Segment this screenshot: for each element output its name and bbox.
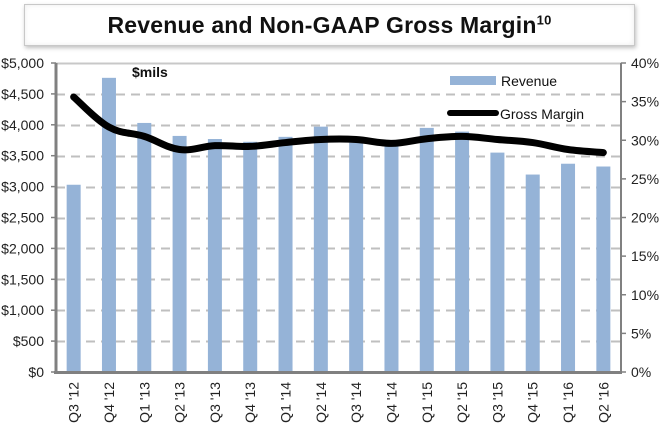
x-tick-label: Q1 '14	[278, 382, 294, 423]
legend-gross-margin-label: Gross Margin	[500, 106, 584, 122]
x-tick-label: Q3 '15	[489, 382, 505, 423]
y-left-tick-labels: $0 $500 $1,000 $1,500 $2,000 $2,500 $3,000 $3,5…	[1, 55, 44, 380]
x-tick-label: Q2 '14	[313, 382, 329, 423]
y-right-tick-label: 20%	[631, 210, 659, 226]
y-right-tick-label: 15%	[631, 248, 659, 264]
x-tick-label: Q3 '14	[348, 382, 364, 423]
y-left-tick-label: $5,000	[1, 55, 44, 71]
revenue-bar	[137, 122, 152, 372]
revenue-bar	[278, 136, 293, 372]
gross-margin-line	[70, 93, 607, 157]
revenue-bar	[207, 139, 222, 372]
y-right-tick-label: 25%	[631, 171, 659, 187]
axes	[51, 62, 626, 374]
y-right-tick-label: 35%	[631, 94, 659, 110]
chart-title-text: Revenue and Non-GAAP Gross Margin	[107, 11, 537, 38]
footnote-marker: 10	[536, 11, 552, 27]
y-left-tick-label: $0	[28, 364, 44, 380]
y-left-tick-label: $500	[13, 333, 44, 349]
x-tick-labels: Q3 '12 Q4 '12 Q1 '13 Q2 '13 Q3 '13 Q4 '13 Q1 '…	[66, 382, 612, 423]
revenue-bar	[596, 166, 611, 372]
y-left-tick-label: $3,000	[1, 179, 44, 195]
x-tick-label: Q3 '13	[207, 382, 223, 423]
legend: Revenue Gross Margin	[447, 73, 584, 122]
chart-title: Revenue and Non-GAAP Gross Margin10	[107, 12, 551, 39]
revenue-bar	[243, 141, 258, 372]
revenue-bar	[455, 131, 470, 372]
x-tick-label: Q4 '15	[525, 382, 541, 423]
x-tick-label: Q2 '13	[172, 382, 188, 423]
y-left-tick-label: $1,000	[1, 302, 44, 318]
y-right-tick-label: 0%	[631, 364, 651, 380]
y-left-tick-label: $3,500	[1, 148, 44, 164]
x-tick-label: Q4 '14	[383, 382, 399, 423]
legend-revenue-label: Revenue	[501, 73, 557, 89]
x-tick-label: Q1 '13	[136, 382, 152, 423]
x-tick-label: Q1 '16	[560, 382, 576, 423]
revenue-bars	[66, 77, 611, 373]
y-right-tick-label: 40%	[631, 55, 659, 71]
y-left-tick-label: $4,000	[1, 117, 44, 133]
y-left-tick-label: $2,000	[1, 240, 44, 256]
y-left-tick-label: $2,500	[1, 210, 44, 226]
x-tick-label: Q3 '12	[66, 382, 82, 423]
gross-margin-line-group	[70, 93, 607, 157]
y-left-tick-label: $4,500	[1, 86, 44, 102]
x-tick-label: Q1 '15	[419, 382, 435, 423]
y-right-tick-label: 5%	[631, 325, 651, 341]
revenue-bar	[384, 145, 399, 372]
revenue-bar	[490, 152, 505, 372]
revenue-bar	[525, 174, 540, 372]
y-left-tick-label: $1,500	[1, 271, 44, 287]
x-tick-label: Q4 '13	[242, 382, 258, 423]
unit-label: $mils	[132, 64, 168, 80]
chart-title-box: Revenue and Non-GAAP Gross Margin10	[24, 4, 635, 46]
revenue-bar	[561, 163, 576, 372]
revenue-bar	[349, 142, 364, 372]
x-tick-label: Q4 '12	[101, 382, 117, 423]
legend-revenue-swatch	[450, 76, 496, 85]
y-right-tick-label: 10%	[631, 287, 659, 303]
revenue-bar	[101, 77, 116, 372]
x-tick-label: Q2 '15	[454, 382, 470, 423]
revenue-bar	[172, 135, 187, 372]
revenue-bar	[66, 184, 81, 372]
revenue-bar	[313, 126, 328, 373]
y-right-tick-label: 30%	[631, 132, 659, 148]
revenue-bar	[419, 127, 434, 372]
y-right-tick-labels: 0% 5% 10% 15% 20% 25% 30% 35% 40%	[631, 55, 659, 380]
x-tick-label: Q2 '16	[595, 382, 611, 423]
